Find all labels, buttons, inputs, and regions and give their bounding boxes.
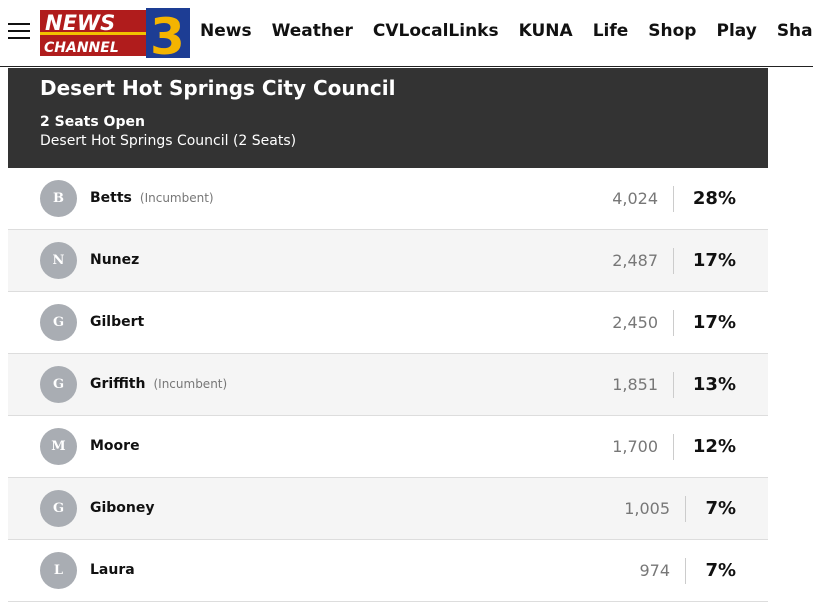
divider xyxy=(673,372,674,398)
divider xyxy=(673,248,674,274)
seats-open: 2 Seats Open xyxy=(40,114,145,130)
vote-percent: 17% xyxy=(692,312,736,333)
vote-percent: 17% xyxy=(692,250,736,271)
candidate-avatar: G xyxy=(40,304,77,341)
vote-count: 1,851 xyxy=(612,375,658,394)
svg-text:NEWS: NEWS xyxy=(45,11,115,35)
divider xyxy=(673,434,674,460)
nav-life[interactable]: Life xyxy=(592,21,629,41)
candidate-name: Moore xyxy=(90,438,140,454)
hamburger-menu-icon[interactable] xyxy=(8,23,30,41)
candidate-name: Giboney xyxy=(90,500,155,516)
candidate-name: Laura xyxy=(90,562,135,578)
main-nav: News Weather CVLocalLinks KUNA Life Shop… xyxy=(200,21,813,41)
vote-count: 1,700 xyxy=(612,437,658,456)
nav-play[interactable]: Play xyxy=(716,21,757,41)
candidate-row: L Laura 974 7% xyxy=(8,540,768,602)
candidate-avatar: N xyxy=(40,242,77,279)
candidate-name-text: Giboney xyxy=(90,500,155,516)
candidate-name-text: Nunez xyxy=(90,252,140,268)
candidate-name-text: Gilbert xyxy=(90,314,145,330)
race-title: Desert Hot Springs City Council xyxy=(40,76,396,100)
candidate-row: G Gilbert 2,450 17% xyxy=(8,292,768,354)
nav-cvlocallinks[interactable]: CVLocalLinks xyxy=(372,21,499,41)
candidate-name: Nunez xyxy=(90,252,139,268)
vote-percent: 7% xyxy=(705,498,736,519)
svg-text:CHANNEL: CHANNEL xyxy=(44,40,119,56)
incumbent-tag: (Incumbent) xyxy=(139,191,214,205)
candidate-row: G Griffith (Incumbent) 1,851 13% xyxy=(8,354,768,416)
nav-share[interactable]: Share xyxy=(776,21,813,41)
nav-kuna[interactable]: KUNA xyxy=(518,21,573,41)
news-channel-3-logo[interactable]: NEWS CHANNEL 3 xyxy=(40,8,190,58)
incumbent-tag: (Incumbent) xyxy=(153,377,228,391)
vote-count: 1,005 xyxy=(624,499,670,518)
svg-text:3: 3 xyxy=(150,8,185,58)
vote-percent: 7% xyxy=(705,560,736,581)
vote-count: 4,024 xyxy=(612,189,658,208)
results-list: B Betts (Incumbent) 4,024 28% N Nunez 2,48… xyxy=(8,168,768,602)
candidate-name: Gilbert xyxy=(90,314,144,330)
candidate-avatar: G xyxy=(40,490,77,527)
candidate-name-text: Betts xyxy=(90,190,132,206)
candidate-avatar: L xyxy=(40,552,77,589)
top-navigation: NEWS CHANNEL 3 News Weather CVLocalLinks… xyxy=(0,0,813,67)
candidate-row: B Betts (Incumbent) 4,024 28% xyxy=(8,168,768,230)
candidate-name-text: Moore xyxy=(90,438,140,454)
race-subtitle: Desert Hot Springs Council (2 Seats) xyxy=(40,133,297,149)
vote-percent: 13% xyxy=(692,374,736,395)
divider xyxy=(673,310,674,336)
vote-count: 2,487 xyxy=(612,251,658,270)
divider xyxy=(673,186,674,212)
divider xyxy=(685,496,686,522)
candidate-row: M Moore 1,700 12% xyxy=(8,416,768,478)
nav-news[interactable]: News xyxy=(200,21,252,41)
candidate-row: N Nunez 2,487 17% xyxy=(8,230,768,292)
candidate-avatar: B xyxy=(40,180,77,217)
candidate-name: Griffith (Incumbent) xyxy=(90,376,227,392)
candidate-avatar: M xyxy=(40,428,77,465)
candidate-row: G Giboney 1,005 7% xyxy=(8,478,768,540)
race-header: Desert Hot Springs City Council 2 Seats … xyxy=(8,68,768,168)
divider xyxy=(685,558,686,584)
vote-percent: 12% xyxy=(692,436,736,457)
vote-count: 2,450 xyxy=(612,313,658,332)
nav-weather[interactable]: Weather xyxy=(271,21,353,41)
vote-percent: 28% xyxy=(692,188,736,209)
candidate-name-text: Griffith xyxy=(90,376,146,392)
candidate-name-text: Laura xyxy=(90,562,135,578)
candidate-name: Betts (Incumbent) xyxy=(90,190,214,206)
vote-count: 974 xyxy=(639,561,670,580)
candidate-avatar: G xyxy=(40,366,77,403)
nav-shop[interactable]: Shop xyxy=(648,21,697,41)
